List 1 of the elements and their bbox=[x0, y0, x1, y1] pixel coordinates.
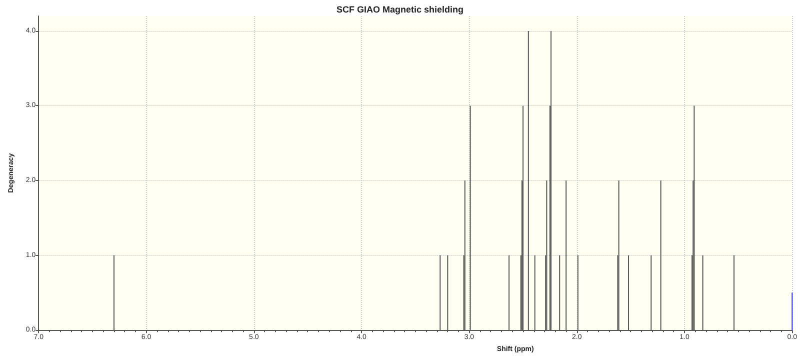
chart-title: SCF GIAO Magnetic shielding bbox=[336, 4, 464, 14]
